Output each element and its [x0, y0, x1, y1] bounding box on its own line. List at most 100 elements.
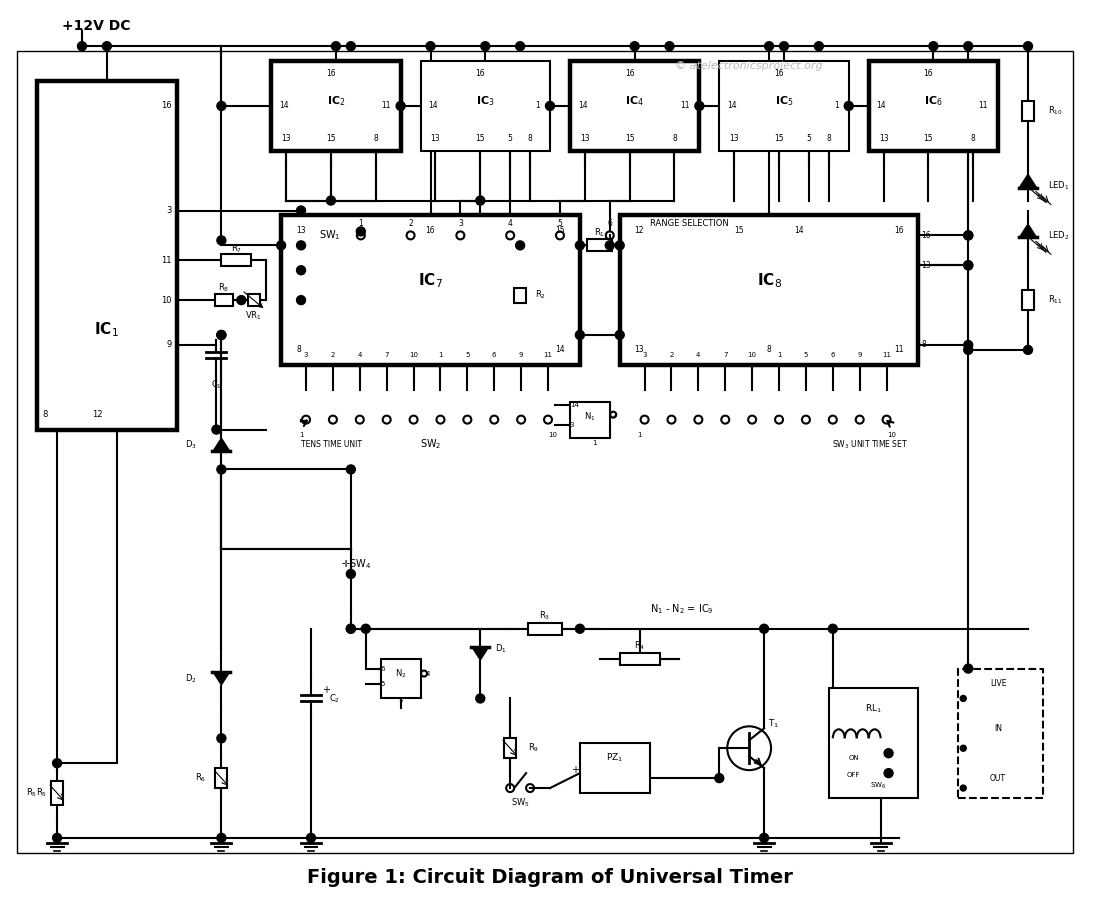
- Text: 13: 13: [729, 134, 739, 143]
- Text: 6: 6: [830, 352, 835, 358]
- Text: R$_1$: R$_1$: [594, 227, 605, 238]
- Circle shape: [277, 241, 286, 250]
- Text: 5: 5: [806, 134, 812, 143]
- Bar: [221, 254, 251, 266]
- Text: 5: 5: [804, 352, 808, 358]
- Text: 10: 10: [887, 432, 896, 438]
- Text: N$_1$: N$_1$: [584, 410, 595, 423]
- Circle shape: [666, 41, 674, 50]
- Text: 13: 13: [635, 345, 645, 354]
- Text: IN: IN: [994, 724, 1002, 733]
- Bar: [869, 61, 998, 151]
- Bar: [587, 239, 613, 252]
- Text: IC$_3$: IC$_3$: [476, 94, 495, 108]
- Circle shape: [695, 102, 704, 111]
- Bar: [272, 61, 400, 151]
- Circle shape: [297, 266, 306, 275]
- Text: 5: 5: [508, 134, 513, 143]
- Text: 9: 9: [519, 352, 524, 358]
- Text: SW$_3$ UNIT TIME SET: SW$_3$ UNIT TIME SET: [833, 439, 909, 450]
- Circle shape: [845, 102, 854, 111]
- Text: 16: 16: [774, 68, 784, 77]
- Text: 4: 4: [696, 352, 701, 358]
- Polygon shape: [1019, 224, 1037, 237]
- Text: IC$_8$: IC$_8$: [757, 271, 782, 289]
- Circle shape: [814, 41, 823, 50]
- Text: 1: 1: [438, 352, 442, 358]
- Text: N$_1$ - N$_2$ = IC$_9$: N$_1$ - N$_2$ = IC$_9$: [650, 602, 713, 616]
- Circle shape: [575, 331, 584, 340]
- Text: 1: 1: [637, 432, 642, 438]
- Text: 2: 2: [613, 412, 617, 418]
- Circle shape: [346, 465, 355, 474]
- Text: 15: 15: [735, 226, 744, 235]
- Text: R$_9$: R$_9$: [528, 742, 539, 754]
- Circle shape: [760, 624, 769, 633]
- Text: 16: 16: [922, 231, 931, 240]
- Circle shape: [476, 694, 485, 703]
- Text: IC$_1$: IC$_1$: [95, 321, 119, 339]
- Text: +: +: [322, 685, 330, 696]
- Bar: [580, 743, 650, 793]
- Bar: [504, 738, 516, 758]
- Circle shape: [630, 41, 639, 50]
- Circle shape: [964, 231, 972, 240]
- Text: 14: 14: [578, 102, 587, 111]
- Text: Figure 1: Circuit Diagram of Universal Timer: Figure 1: Circuit Diagram of Universal T…: [307, 868, 793, 887]
- Bar: [18, 51, 1072, 853]
- Circle shape: [964, 231, 972, 240]
- Circle shape: [1023, 345, 1033, 354]
- Text: 14: 14: [570, 402, 579, 407]
- Circle shape: [331, 41, 340, 50]
- Text: ✛SW$_4$: ✛SW$_4$: [341, 557, 371, 571]
- Bar: [570, 61, 700, 151]
- Text: RL$_1$: RL$_1$: [866, 702, 882, 715]
- Bar: [619, 653, 660, 664]
- Text: 14: 14: [279, 102, 289, 111]
- Circle shape: [396, 102, 405, 111]
- Text: 4: 4: [358, 352, 362, 358]
- Text: OFF: OFF: [847, 772, 860, 779]
- Circle shape: [928, 41, 938, 50]
- Text: 12: 12: [635, 226, 645, 235]
- Circle shape: [516, 241, 525, 250]
- Text: 1: 1: [777, 352, 781, 358]
- Text: R$_4$: R$_4$: [634, 639, 646, 652]
- Text: +12V DC: +12V DC: [62, 19, 131, 33]
- Circle shape: [884, 749, 893, 758]
- Bar: [958, 669, 1043, 798]
- Circle shape: [217, 734, 226, 743]
- Text: SW$_6$: SW$_6$: [870, 781, 887, 791]
- Circle shape: [960, 745, 966, 752]
- Bar: [381, 659, 420, 699]
- Polygon shape: [1019, 174, 1037, 188]
- Text: 8: 8: [971, 134, 976, 143]
- Text: 16: 16: [326, 68, 336, 77]
- Text: VR$_1$: VR$_1$: [245, 310, 262, 323]
- Text: 15: 15: [556, 226, 565, 235]
- Text: ON: ON: [848, 755, 859, 761]
- Circle shape: [297, 296, 306, 305]
- Text: 6: 6: [492, 352, 496, 358]
- Circle shape: [212, 425, 221, 434]
- Circle shape: [327, 196, 336, 205]
- Text: 6: 6: [607, 219, 613, 228]
- Circle shape: [217, 833, 226, 842]
- Text: SW$_2$: SW$_2$: [420, 438, 441, 451]
- Text: 13: 13: [431, 134, 440, 143]
- Text: 11: 11: [161, 256, 172, 265]
- Circle shape: [964, 664, 972, 673]
- Text: 14: 14: [794, 226, 804, 235]
- Text: 9: 9: [166, 341, 172, 350]
- Circle shape: [760, 833, 769, 842]
- Text: 3: 3: [458, 219, 463, 228]
- Text: IC$_6$: IC$_6$: [924, 94, 943, 108]
- Text: 2: 2: [331, 352, 335, 358]
- Circle shape: [346, 569, 355, 578]
- Text: 13: 13: [879, 134, 889, 143]
- Text: 8: 8: [296, 345, 300, 354]
- Bar: [719, 61, 849, 151]
- Text: SW$_1$: SW$_1$: [319, 228, 341, 243]
- Circle shape: [53, 759, 62, 768]
- Text: 3: 3: [642, 352, 647, 358]
